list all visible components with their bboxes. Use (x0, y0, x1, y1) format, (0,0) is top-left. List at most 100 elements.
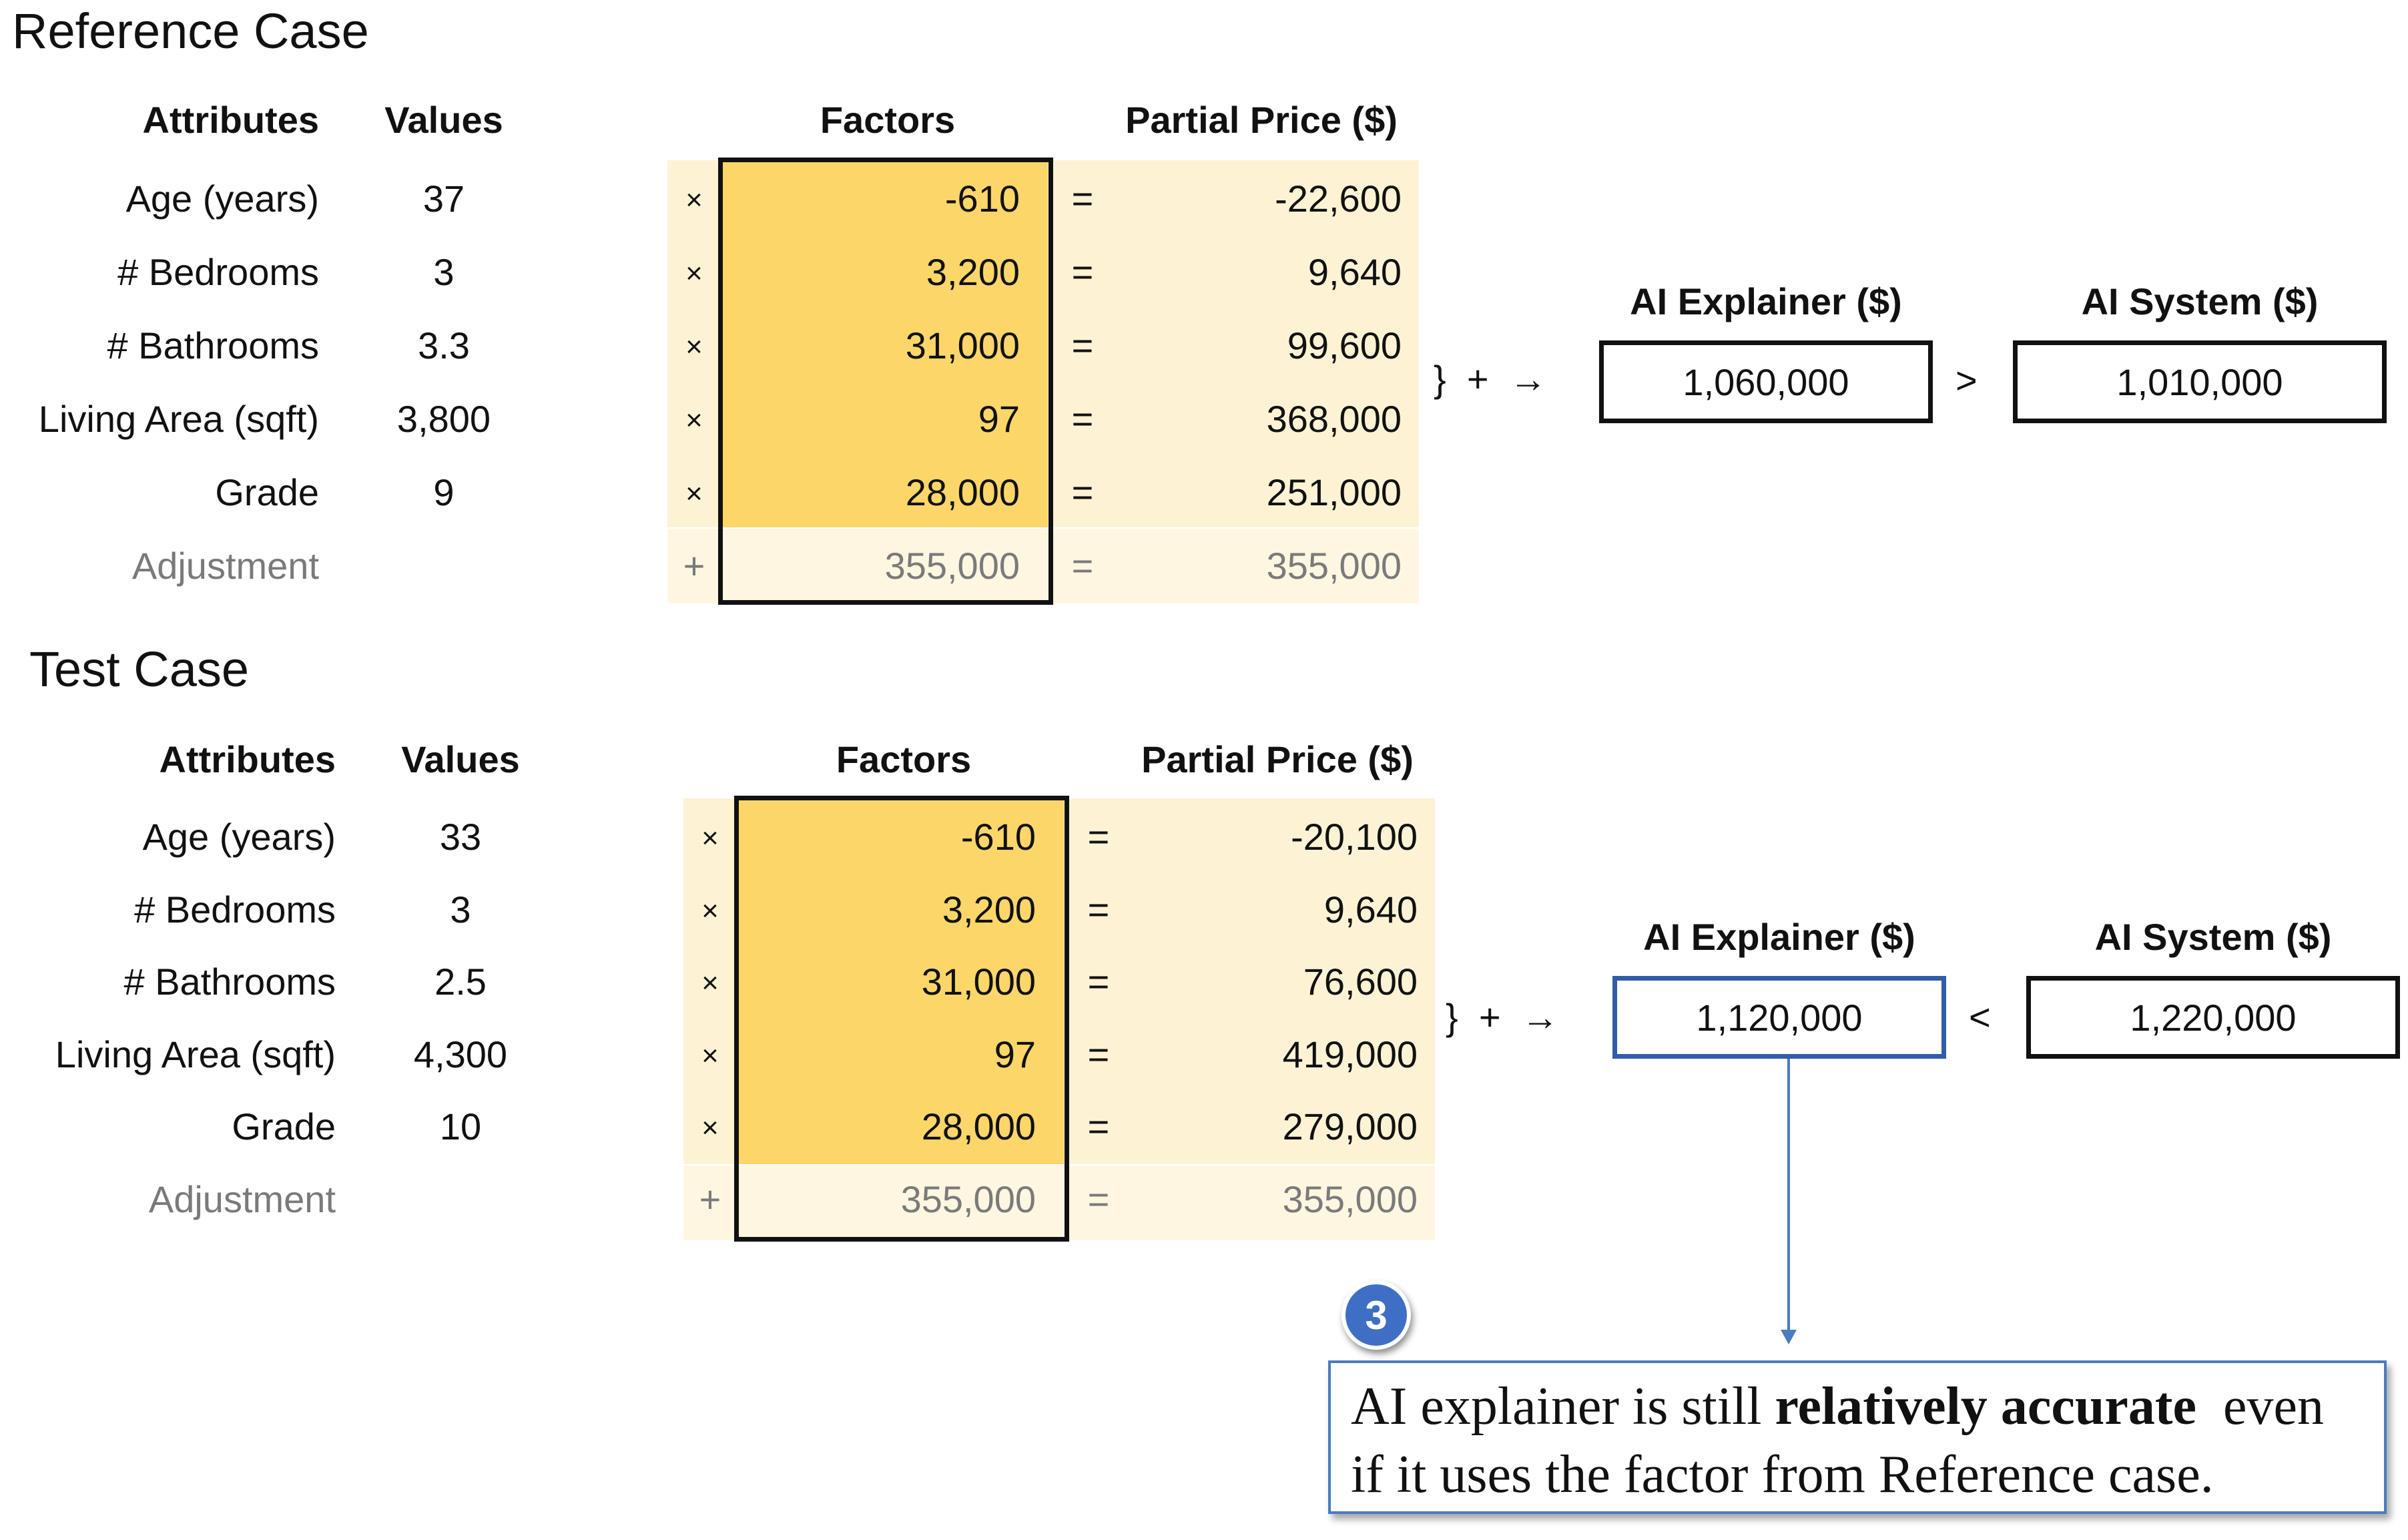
factor-column-bg (721, 160, 1048, 527)
test-row-partial-price: 419,000 (1282, 1033, 1418, 1075)
attributes-header: Attributes (142, 99, 319, 141)
test-row-value: 4,300 (413, 1033, 508, 1075)
test-explainer-box: 1,120,000 (1612, 976, 1946, 1059)
ref-row-partial-price: -22,600 (1275, 178, 1402, 220)
ref-system-value: 1,010,000 (2116, 360, 2283, 403)
test-row-factor: -610 (960, 816, 1036, 858)
ref-sum-symbol: } + → (1434, 358, 1547, 400)
test-row-attribute: # Bedrooms (134, 888, 336, 931)
ref-row-attribute: # Bathrooms (107, 324, 320, 366)
ref-row-factor: 3,200 (926, 251, 1020, 293)
factors-header: Factors (820, 99, 956, 141)
test-row-value: 3 (450, 888, 471, 931)
test-row-factor: 3,200 (942, 888, 1036, 931)
ref-adjustment-equals: = (1071, 545, 1094, 587)
ref-row-equals: = (1071, 251, 1094, 293)
ref-row-value: 3.3 (418, 324, 470, 366)
ref-row-factor: -610 (944, 178, 1020, 220)
test-row-attribute: Age (years) (142, 816, 336, 858)
test-row-operator: × (701, 967, 719, 999)
ref-row-value: 3,800 (396, 398, 491, 440)
test-row-attribute: # Bathrooms (123, 961, 336, 1003)
test-row-equals: = (1087, 1105, 1110, 1147)
test-factors-header: Factors (836, 738, 972, 780)
test-row-factor: 97 (994, 1033, 1036, 1075)
ref-row-factor: 28,000 (905, 471, 1020, 513)
ref-row-operator: × (685, 330, 703, 363)
operator-column-bg (667, 160, 721, 527)
test-row-attribute: Grade (232, 1105, 336, 1147)
test-explainer-label: AI Explainer ($) (1643, 916, 1915, 958)
test-row-partial-price: 279,000 (1282, 1105, 1418, 1147)
ref-row-value: 37 (422, 178, 465, 220)
test-row-operator: × (701, 1111, 719, 1144)
test-row-value: 10 (439, 1105, 482, 1147)
callout-box: AI explainer is still relatively accurat… (1328, 1360, 2387, 1514)
test-adjustment-factor: 355,000 (900, 1178, 1036, 1220)
test-adjustment-partial-price: 355,000 (1282, 1178, 1418, 1220)
test-sum-symbol: } + → (1446, 996, 1559, 1038)
ref-row-partial-price: 251,000 (1266, 471, 1402, 513)
test-row-operator: × (701, 822, 719, 854)
ref-adjustment-partial-price: 355,000 (1266, 545, 1402, 587)
test-row-operator: × (701, 894, 719, 927)
factor-frame (718, 158, 1053, 605)
test-explainer-value: 1,120,000 (1696, 996, 1863, 1039)
test-row-equals: = (1087, 961, 1110, 1003)
ref-row-attribute: Living Area (sqft) (38, 398, 319, 440)
ref-adjustment-operator: + (683, 545, 705, 587)
ref-row-operator: × (685, 477, 703, 510)
test-row-partial-price: -20,100 (1291, 816, 1418, 858)
ref-row-equals: = (1071, 398, 1094, 440)
callout-text-before: AI explainer is still (1351, 1377, 1775, 1436)
values-header: Values (384, 99, 503, 141)
ref-row-operator: × (685, 257, 703, 290)
ref-row-partial-price: 368,000 (1266, 398, 1402, 440)
test-row-attribute: Living Area (sqft) (55, 1033, 336, 1075)
ref-system-label: AI System ($) (2081, 280, 2319, 322)
test-row-value: 33 (439, 816, 482, 858)
ref-row-operator: × (685, 404, 703, 437)
test-row-factor: 31,000 (921, 961, 1036, 1003)
ref-comparison: > (1955, 359, 1978, 401)
test-row-factor: 28,000 (921, 1105, 1036, 1147)
callout-text-bold: relatively accurate (1775, 1377, 2196, 1436)
ref-adjustment-factor: 355,000 (884, 545, 1020, 587)
callout-text-after: even if it uses the factor from Referenc… (1351, 1377, 2338, 1504)
ref-row-attribute: # Bedrooms (117, 251, 319, 293)
test-adjustment-equals: = (1087, 1178, 1110, 1220)
ref-row-factor: 97 (978, 398, 1020, 440)
ref-row-equals: = (1071, 471, 1094, 513)
ref-system-box: 1,010,000 (2013, 340, 2387, 423)
test-partial-price-header: Partial Price ($) (1141, 738, 1414, 780)
ref-row-attribute: Age (years) (125, 178, 319, 220)
ref-row-equals: = (1071, 178, 1094, 220)
ref-row-partial-price: 99,600 (1287, 324, 1402, 366)
test-values-header: Values (401, 738, 520, 780)
partial-price-header: Partial Price ($) (1125, 99, 1398, 141)
ref-explainer-label: AI Explainer ($) (1630, 280, 1902, 322)
test-attributes-header: Attributes (159, 738, 336, 780)
ref-row-value: 3 (433, 251, 455, 293)
test-factor-frame (734, 796, 1069, 1242)
ref-row-factor: 31,000 (905, 324, 1020, 366)
test-operator-column-bg (683, 798, 737, 1164)
ref-row-equals: = (1071, 324, 1094, 366)
test-partial-column-bg (1064, 798, 1435, 1164)
partial-column-bg (1048, 160, 1419, 527)
ref-adjustment-attribute: Adjustment (131, 545, 319, 587)
test-adjustment-row-bg (683, 1166, 1435, 1240)
ref-explainer-value: 1,060,000 (1683, 360, 1849, 403)
test-row-equals: = (1087, 1033, 1110, 1075)
test-case-title: Test Case (29, 641, 250, 697)
test-comparison: < (1969, 996, 1991, 1038)
test-system-value: 1,220,000 (2130, 996, 2297, 1039)
test-row-equals: = (1087, 816, 1110, 858)
test-row-partial-price: 9,640 (1323, 888, 1418, 931)
test-adjustment-operator: + (699, 1178, 721, 1220)
ref-row-operator: × (685, 184, 703, 216)
callout-arrow (1781, 1059, 1797, 1344)
test-row-operator: × (701, 1039, 719, 1072)
step-badge: 3 (1341, 1280, 1411, 1350)
ref-row-attribute: Grade (215, 471, 319, 513)
